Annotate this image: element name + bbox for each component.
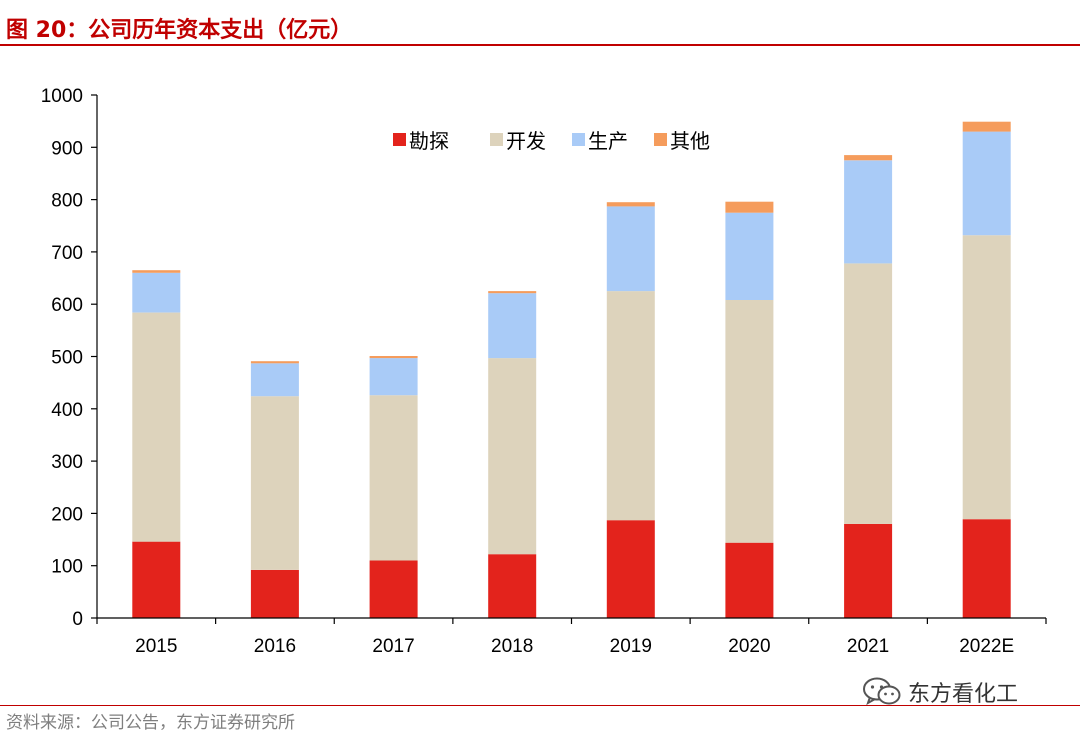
- x-tick-label-2015: 2015: [135, 636, 177, 657]
- x-tick-label-2020: 2020: [728, 636, 770, 657]
- bar-勘探-2021: [844, 523, 893, 618]
- bar-生产-2019: [606, 206, 655, 292]
- bar-其他-2022E: [962, 121, 1011, 132]
- y-tick-label-100: 100: [51, 557, 83, 578]
- bar-开发-2022E: [962, 235, 1011, 520]
- y-tick-label-800: 800: [51, 191, 83, 212]
- legend-label-其他: 其他: [670, 129, 710, 153]
- bar-其他-2017: [369, 356, 418, 359]
- legend-label-开发: 开发: [506, 129, 546, 153]
- y-tick-label-400: 400: [51, 400, 83, 421]
- x-tick-label-2016: 2016: [254, 636, 296, 657]
- bar-勘探-2017: [369, 560, 418, 618]
- bar-勘探-2020: [725, 542, 774, 618]
- bar-其他-2019: [606, 202, 655, 207]
- source-note: 资料来源：公司公告，东方证券研究所: [6, 713, 295, 733]
- bar-开发-2020: [725, 300, 774, 543]
- legend: 勘探 开发 生产 其他: [393, 129, 710, 153]
- bar-生产-2020: [725, 212, 774, 300]
- bar-开发-2017: [369, 395, 418, 561]
- legend-label-生产: 生产: [588, 129, 628, 153]
- figure-title: 图 20：公司历年资本支出（亿元）: [6, 18, 353, 43]
- x-tick-label-2021: 2021: [847, 636, 889, 657]
- header-divider: [0, 44, 1080, 46]
- bar-开发-2019: [606, 291, 655, 521]
- x-tick-label-2018: 2018: [491, 636, 533, 657]
- y-tick-label-900: 900: [51, 138, 83, 159]
- bar-其他-2018: [488, 291, 537, 294]
- bar-生产-2016: [250, 363, 299, 397]
- bar-开发-2015: [132, 312, 181, 542]
- bar-开发-2016: [250, 396, 299, 570]
- legend-swatch-生产: [572, 133, 585, 146]
- y-tick-label-0: 0: [72, 609, 83, 630]
- bar-勘探-2019: [606, 520, 655, 618]
- y-tick-label-200: 200: [51, 504, 83, 525]
- bar-其他-2015: [132, 270, 181, 273]
- y-tick-label-1000: 1000: [41, 86, 83, 107]
- bar-其他-2021: [844, 155, 893, 161]
- bar-生产-2017: [369, 358, 418, 396]
- x-tick-label-2022E: 2022E: [959, 636, 1014, 657]
- y-axis: 0 100 200 300 400 500 600 700 800 900 1000: [41, 86, 98, 630]
- watermark: 东方看化工: [862, 676, 1018, 708]
- watermark-text: 东方看化工: [908, 682, 1019, 707]
- footer-divider: [0, 705, 1080, 706]
- y-tick-label-700: 700: [51, 243, 83, 264]
- bar-生产-2022E: [962, 131, 1011, 236]
- bar-勘探-2018: [488, 554, 537, 618]
- bar-勘探-2015: [132, 541, 181, 618]
- x-tick-label-2017: 2017: [372, 636, 414, 657]
- legend-swatch-其他: [654, 133, 667, 146]
- legend-label-勘探: 勘探: [409, 129, 449, 153]
- y-tick-label-500: 500: [51, 348, 83, 369]
- y-tick-label-600: 600: [51, 295, 83, 316]
- legend-swatch-开发: [490, 133, 503, 146]
- bar-生产-2015: [132, 272, 181, 313]
- bar-其他-2016: [250, 361, 299, 364]
- legend-swatch-勘探: [393, 133, 406, 146]
- bar-勘探-2022E: [962, 519, 1011, 618]
- y-tick-label-300: 300: [51, 452, 83, 473]
- bar-勘探-2016: [250, 569, 299, 618]
- x-tick-label-2019: 2019: [610, 636, 652, 657]
- bar-开发-2021: [844, 263, 893, 524]
- x-axis: 2015 2016 2017 2018 2019 2020 2021 2022E: [96, 617, 1047, 657]
- bars-group: [132, 121, 1011, 618]
- bar-其他-2020: [725, 201, 774, 213]
- bar-生产-2018: [488, 293, 537, 359]
- bar-开发-2018: [488, 358, 537, 555]
- wechat-icon: [863, 677, 901, 706]
- bar-生产-2021: [844, 160, 893, 264]
